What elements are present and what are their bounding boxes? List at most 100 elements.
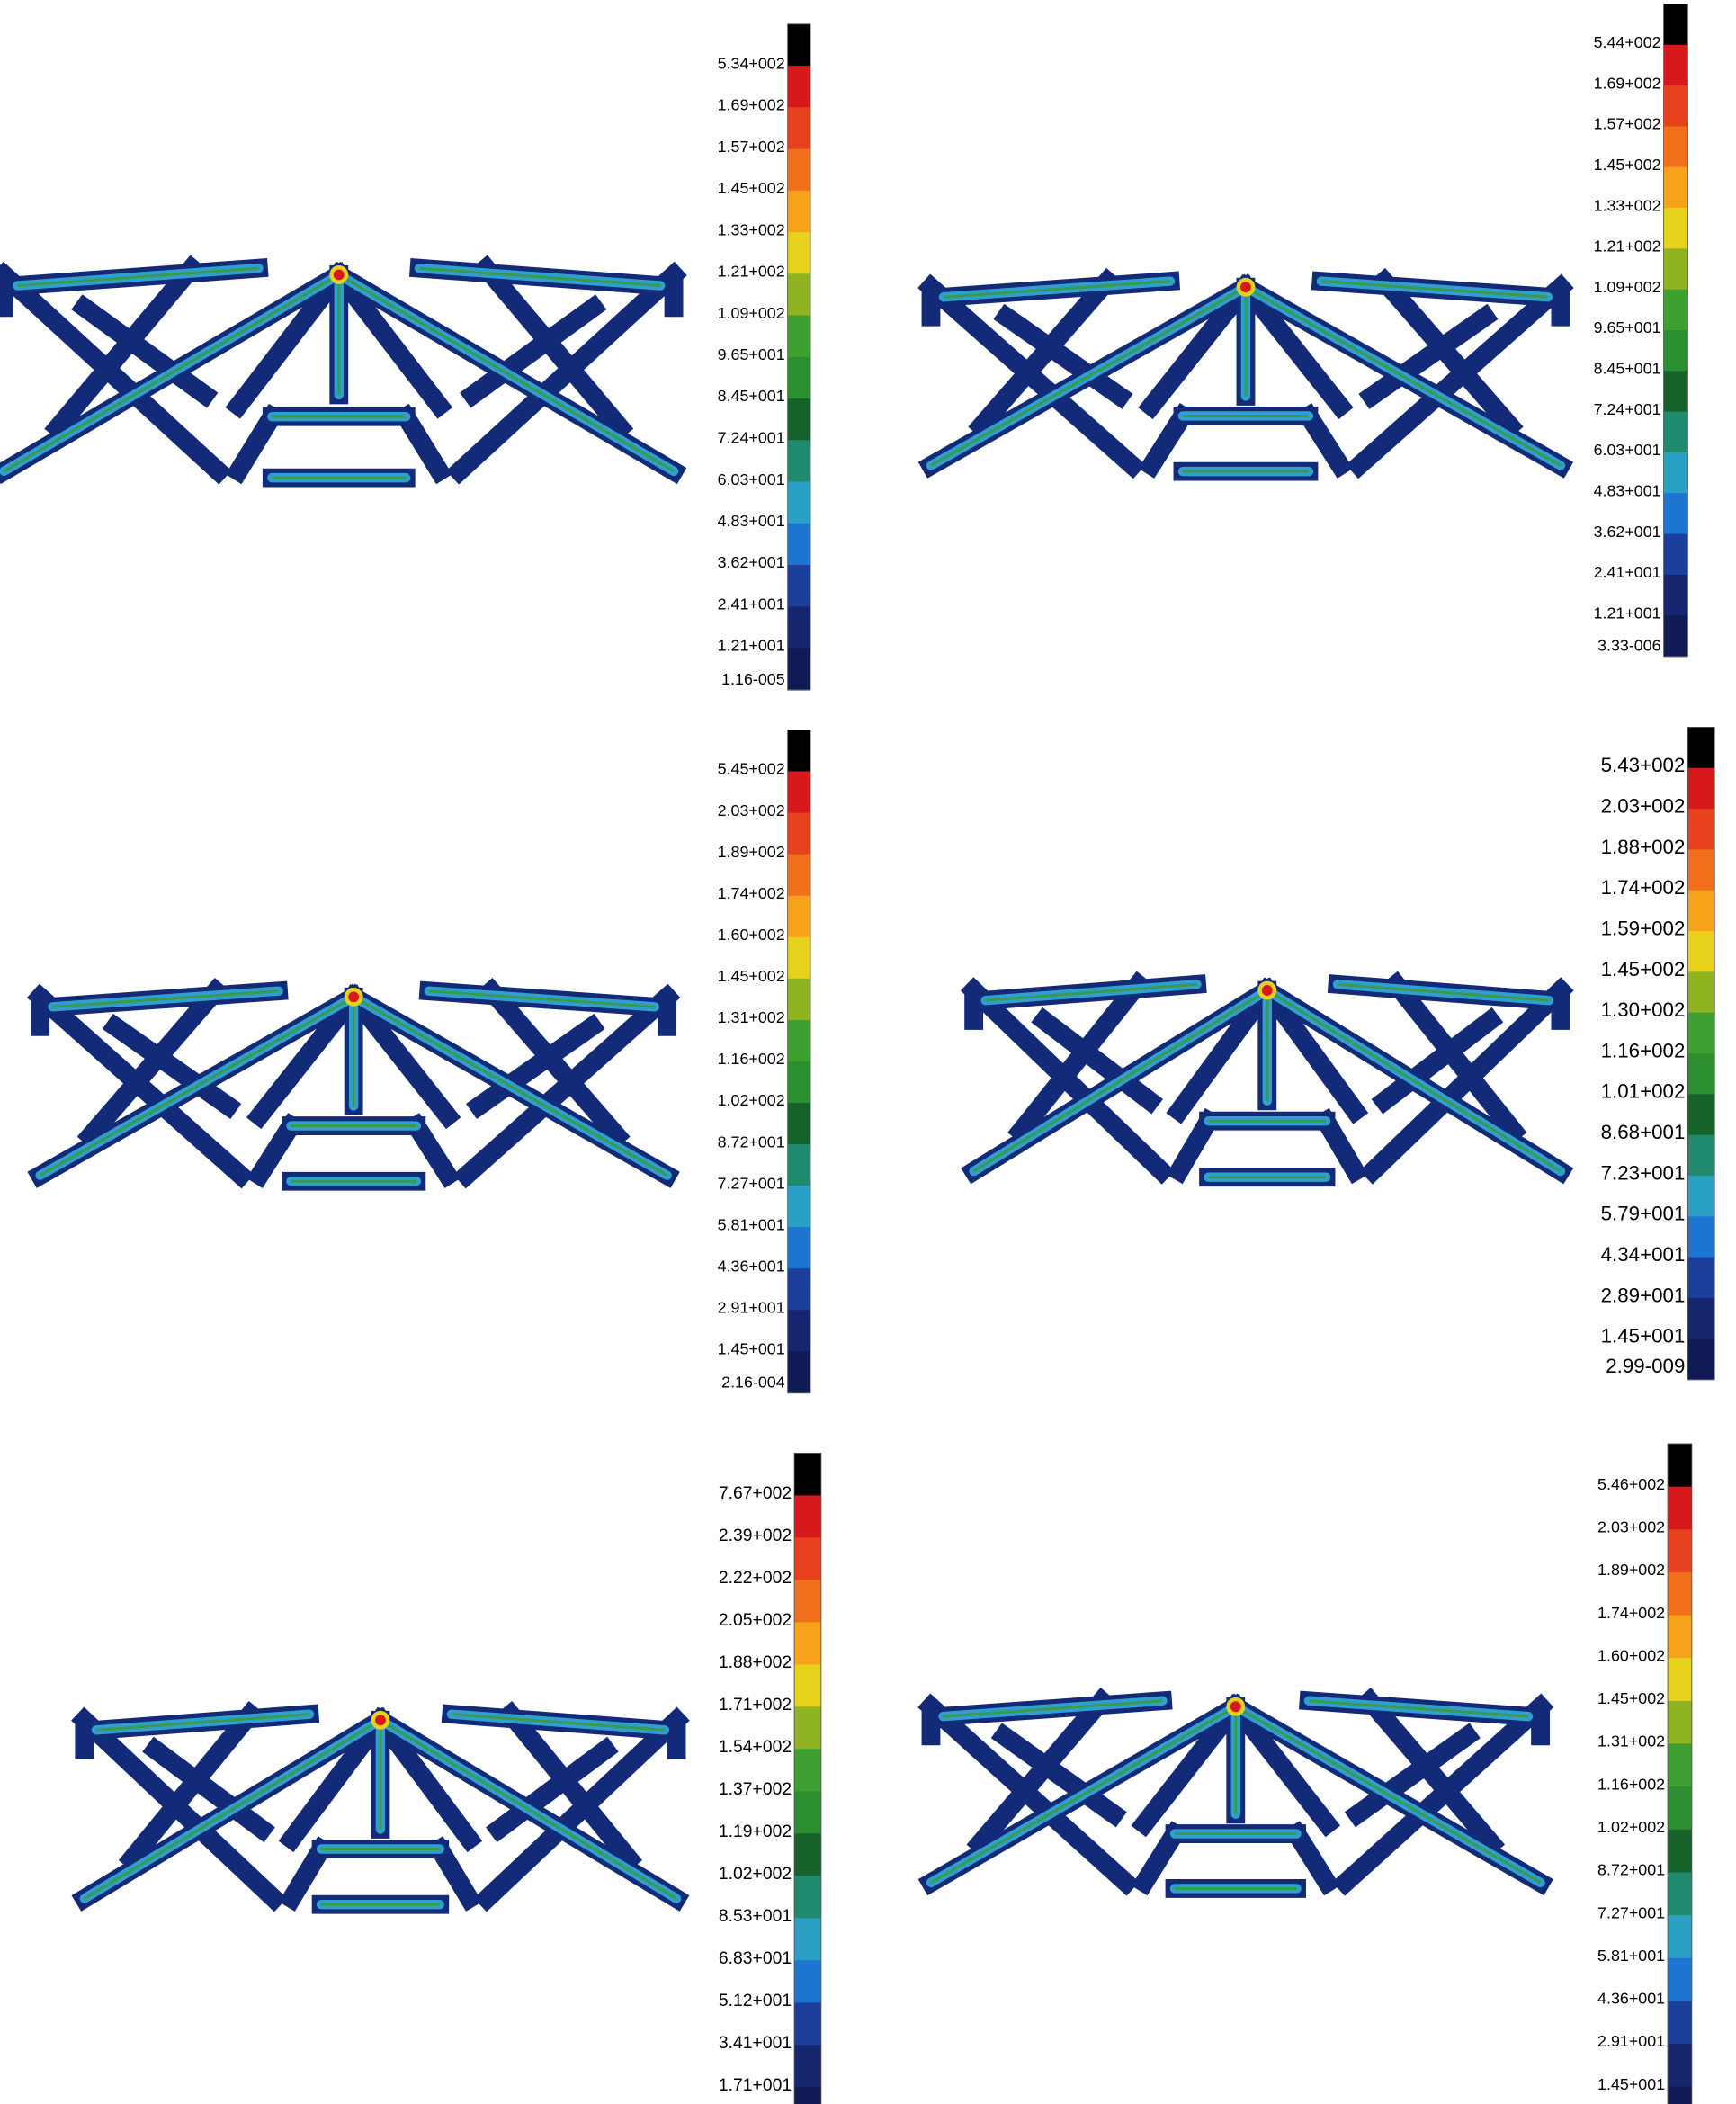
colorbar-segment [1687, 1134, 1715, 1177]
scale-label: 1.45+002 [1601, 958, 1686, 980]
scale-label: 1.74+002 [1601, 876, 1686, 899]
colorbar-segment [1687, 1012, 1715, 1054]
colorbar-segment [794, 1580, 821, 1624]
colorbar-segment [787, 1351, 810, 1394]
colorbar-segment [787, 107, 810, 150]
colorbar-segment [1687, 1297, 1715, 1339]
structure [0, 255, 687, 488]
colorbar-segment [787, 1102, 810, 1145]
scale-label: 1.45+002 [1597, 1689, 1665, 1707]
colorbar-frame [787, 23, 811, 691]
scale-label: 1.45+001 [718, 1340, 785, 1358]
truss-member [1232, 273, 1354, 420]
scale-label: 7.24+001 [718, 429, 785, 447]
scale-label: 1.01+002 [1601, 1080, 1686, 1103]
truss-member [1138, 273, 1259, 420]
scale-label: 3.33-006 [1597, 637, 1661, 655]
stress-core [972, 989, 1268, 1173]
scale-label: 1.16+002 [1597, 1775, 1665, 1793]
colorbar-segment [794, 2045, 821, 2089]
colorbar-segment [1663, 533, 1688, 576]
stress-core [338, 273, 675, 473]
truss-member [278, 1706, 394, 1853]
truss-member [990, 1723, 1127, 1828]
colorbar-segment [787, 936, 810, 980]
colorbar-segment [787, 398, 810, 442]
stress-core [428, 989, 655, 1008]
truss-member [993, 303, 1133, 409]
scale-label: 2.41+001 [718, 595, 785, 613]
colorbar-segment [787, 1227, 810, 1269]
truss-member [340, 983, 461, 1130]
stress-peak-core [374, 1715, 386, 1726]
stress-peak-core [1230, 1701, 1241, 1713]
scale-label: 3.62+001 [1594, 523, 1661, 541]
panel: 5.46+002 2.03+002 1.89+002 1.74+002 1.60+002… [917, 1443, 1693, 2104]
truss-member [426, 1836, 482, 1912]
scale-label: 1.57+002 [718, 138, 785, 156]
colorbar-segment [1663, 289, 1688, 331]
scale-label: 7.27+001 [718, 1174, 785, 1192]
truss-member [278, 1836, 335, 1912]
stress-peak-core [1239, 282, 1251, 293]
scale-label: 7.23+001 [1601, 1161, 1686, 1184]
scale-label: 6.03+001 [718, 470, 785, 488]
colorbar-segment [787, 481, 810, 524]
structure [917, 267, 1574, 481]
colorbar-segment [1687, 727, 1715, 769]
stress-peak-core [348, 991, 360, 1003]
scale-label: 1.89+002 [718, 843, 785, 861]
truss-member [1254, 977, 1369, 1124]
colorbar-segment [1663, 615, 1688, 658]
scale-label: 2.22+002 [719, 1568, 792, 1588]
truss-member [1358, 303, 1499, 409]
scale-label: 1.60+002 [718, 926, 785, 944]
colorbar-segment [787, 854, 810, 897]
structure [26, 977, 681, 1191]
truss-member [1131, 1693, 1249, 1838]
panel: 5.43+002 2.03+002 1.88+002 1.74+002 1.59+002… [960, 727, 1715, 1381]
scale-label: 1.09+002 [1594, 278, 1661, 296]
colorbar-segment [794, 1876, 821, 1920]
stress-peak-core [1261, 985, 1273, 996]
scale-label: 2.03+002 [718, 801, 785, 819]
stress-core [943, 1699, 1163, 1718]
colorbar-segment [794, 1791, 821, 1835]
stress-core [985, 982, 1197, 1002]
colorbar-segment [787, 315, 810, 358]
colorbar-segment [1668, 1443, 1692, 1488]
colorbar-segment [1663, 452, 1688, 495]
colorbar-segment [1687, 849, 1715, 891]
colorbar-segment [787, 1019, 810, 1062]
scale-label: 1.71+001 [719, 2075, 792, 2095]
colorbar-segment [787, 565, 810, 608]
colorbar-segment [787, 978, 810, 1021]
colorbar-segment [787, 1186, 810, 1228]
stress-core [451, 1713, 665, 1732]
scale-label: 3.62+001 [718, 553, 785, 571]
scale-label: 1.45+001 [1601, 1325, 1686, 1347]
truss-member [485, 1736, 619, 1843]
colorbar-segment [1668, 1743, 1692, 1787]
stress-core [930, 1705, 1237, 1885]
colorbar-segment [787, 771, 810, 814]
colorbar-segment [1663, 166, 1688, 209]
scale-label: 7.67+002 [719, 1483, 792, 1503]
truss-member [1131, 1821, 1188, 1896]
colorbar-segment [1687, 971, 1715, 1014]
stress-core [1337, 982, 1549, 1002]
scale-label: 1.33+002 [718, 220, 785, 238]
colorbar-segment [787, 895, 810, 938]
colorbar-segment [787, 356, 810, 399]
scale-label: 2.91+001 [718, 1299, 785, 1317]
scale-label: 1.59+002 [1601, 917, 1686, 939]
scale-label: 5.12+001 [719, 1991, 792, 2010]
colorbar-frame [787, 729, 811, 1393]
colorbar-segment [1663, 85, 1688, 128]
stress-core [1245, 285, 1562, 467]
scale-label: 1.71+002 [719, 1695, 792, 1715]
truss-member [246, 1113, 304, 1189]
truss-member [326, 261, 453, 419]
scale-label: 8.45+001 [718, 387, 785, 405]
scale-label: 8.72+001 [1597, 1861, 1665, 1879]
